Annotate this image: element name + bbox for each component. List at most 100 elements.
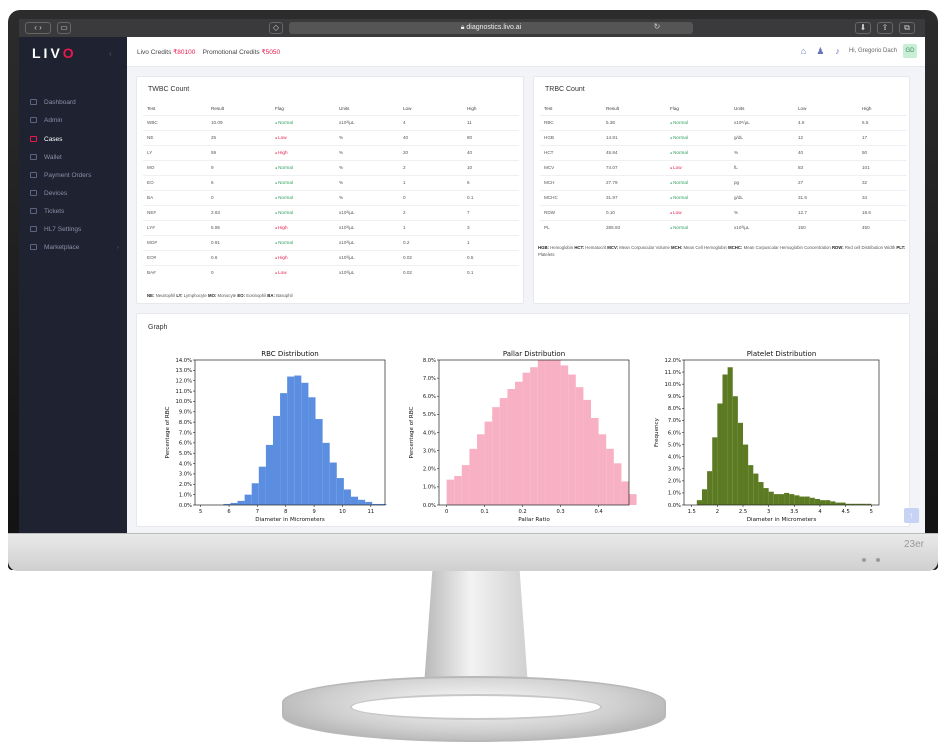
sidebar-item-wallet[interactable]: Wallet	[19, 149, 127, 166]
shield-icon[interactable]: ◇	[269, 22, 283, 34]
histogram-bar	[272, 415, 281, 505]
livo-logo[interactable]: LIVO	[32, 45, 77, 61]
y-tick-label: 4.0%	[668, 454, 681, 460]
histogram-bar	[819, 500, 826, 505]
y-tick-label: 2.0%	[179, 482, 192, 488]
download-icon[interactable]: ⬇	[855, 22, 871, 34]
sidebar-item-dashboard[interactable]: Dashboard	[19, 94, 127, 111]
table-cell: 50	[858, 144, 907, 160]
twbc-card: TWBC Count Test Result Flag Units Low High WBC…	[136, 76, 524, 304]
histogram-bar	[591, 418, 599, 505]
bank-icon[interactable]: ⌂	[800, 45, 807, 56]
x-tick-label: 3.5	[790, 509, 798, 515]
collapse-sidebar-icon[interactable]: ‹	[109, 49, 112, 58]
histogram-bar	[696, 500, 702, 505]
histogram-bar	[237, 500, 245, 505]
sidebar-item-label: HL7 Settings	[44, 226, 82, 233]
table-cell: x10³/µL	[730, 219, 794, 235]
share-icon[interactable]: ⇪	[877, 22, 893, 34]
table-cell: %	[335, 144, 399, 160]
sidebar-item-label: Tickets	[44, 208, 65, 215]
histogram-bar	[350, 496, 359, 505]
sidebar-item-cases[interactable]: Cases	[19, 131, 127, 148]
legend-key: HGB:	[538, 245, 551, 250]
y-tick-label: 9.0%	[179, 410, 192, 416]
histogram-bar	[804, 496, 810, 505]
url-bar[interactable]: 🔒︎ diagnostics.livo.ai	[289, 22, 693, 34]
histogram-bar	[522, 372, 531, 505]
histogram-bar	[329, 462, 337, 505]
credits-label: Livo Credits	[137, 49, 172, 56]
table-cell: WBC	[143, 114, 207, 130]
histogram-bar	[845, 503, 851, 505]
sidebar-item-marketplace[interactable]: Marketplace ›	[19, 239, 127, 256]
card-icon	[30, 172, 37, 179]
chart-title: Pallar Distribution	[503, 350, 565, 358]
table-cell: HGB	[540, 129, 602, 145]
x-tick-label: 11	[368, 509, 375, 515]
table-cell: MCHC	[540, 189, 602, 205]
x-tick-label: 0.4	[594, 509, 603, 515]
y-tick-label: 0.0%	[668, 503, 681, 509]
histogram-bar	[840, 502, 846, 505]
x-tick-label: 4	[818, 509, 822, 515]
histogram-bar	[629, 494, 637, 505]
chevron-right-icon: ›	[116, 244, 119, 251]
sidebar-item-label: Marketplace	[44, 244, 80, 251]
table-cell: x10³/µL	[335, 204, 399, 220]
tabs-icon[interactable]: ⧉	[899, 22, 915, 34]
histogram-bar	[712, 437, 718, 505]
credits-info: Livo Credits ₹80100 Promotional Credits …	[137, 48, 280, 56]
sidebar-item-hl7-settings[interactable]: HL7 Settings	[19, 221, 127, 238]
histogram-bar	[446, 479, 455, 505]
sidebar-item-tickets[interactable]: Tickets	[19, 203, 127, 220]
x-tick-label: 0.1	[480, 509, 488, 515]
chart-title: Platelet Distribution	[747, 350, 817, 358]
charts-svg: RBC Distribution Diameter in Micrometers P…	[165, 350, 880, 523]
flag-cell: ● High	[271, 219, 335, 235]
x-tick-label: 10	[339, 509, 346, 515]
status-dot-icon: ●	[275, 121, 279, 125]
table-cell: 0.1	[463, 189, 519, 205]
table-cell: BA#	[143, 264, 207, 280]
table-cell: 0	[207, 264, 271, 280]
table-row: PL 285.93 ● Normal x10³/µL 150 450	[540, 219, 907, 235]
table-cell: x10³/µL	[335, 219, 399, 235]
sidebar-item-label: Devices	[44, 190, 68, 197]
user-switch-icon[interactable]: ♟	[816, 45, 825, 56]
histogram-bar	[223, 503, 231, 505]
graph-card: Graph RBC Distribution Diameter in Microm…	[136, 313, 910, 527]
y-tick-label: 0.0%	[423, 503, 436, 509]
sidebar-item-payment-orders[interactable]: Payment Orders	[19, 167, 127, 184]
sidebar-item-devices[interactable]: Devices	[19, 185, 127, 202]
reload-icon[interactable]: ↻	[653, 22, 661, 31]
y-tick-label: 14.0%	[176, 358, 193, 364]
table-cell: 101	[858, 159, 907, 175]
sidebar-toggle-icon[interactable]: ▭	[57, 22, 71, 34]
table-cell: g/dL	[730, 129, 794, 145]
y-tick-label: 1.0%	[179, 492, 192, 498]
flag-cell: ● Normal	[666, 189, 730, 205]
flag-cell: ● Normal	[666, 129, 730, 145]
table-cell: %	[335, 174, 399, 190]
user-greeting[interactable]: Hi, Gregorio Dach	[848, 48, 897, 54]
table-cell: 31.5	[794, 189, 858, 205]
y-tick-label: 8.0%	[668, 406, 681, 412]
y-tick-label: 13.0%	[176, 368, 193, 374]
sidebar-item-label: Dashboard	[44, 99, 76, 106]
table-cell: RDW	[540, 204, 602, 220]
back-forward-buttons[interactable]: ‹ ›	[25, 22, 51, 34]
scroll-top-button[interactable]: ↑	[904, 508, 919, 523]
avatar[interactable]: GD	[903, 44, 917, 58]
column-header: Flag	[275, 106, 284, 112]
histogram-bar	[336, 478, 344, 505]
table-cell: 74.07	[602, 159, 666, 175]
histogram-bar	[560, 365, 569, 505]
table-cell: 5.95	[207, 219, 271, 235]
notification-bell-icon[interactable]: ♪	[835, 45, 840, 56]
histogram-bar	[553, 360, 561, 505]
twbc-legend: NE: Neutrophil LY: Lymphocyte MO: Monocy…	[147, 292, 293, 299]
sidebar-item-admin[interactable]: Admin	[19, 112, 127, 129]
status-dot-icon: ●	[670, 136, 674, 140]
flag-cell: ● Normal	[271, 174, 335, 190]
